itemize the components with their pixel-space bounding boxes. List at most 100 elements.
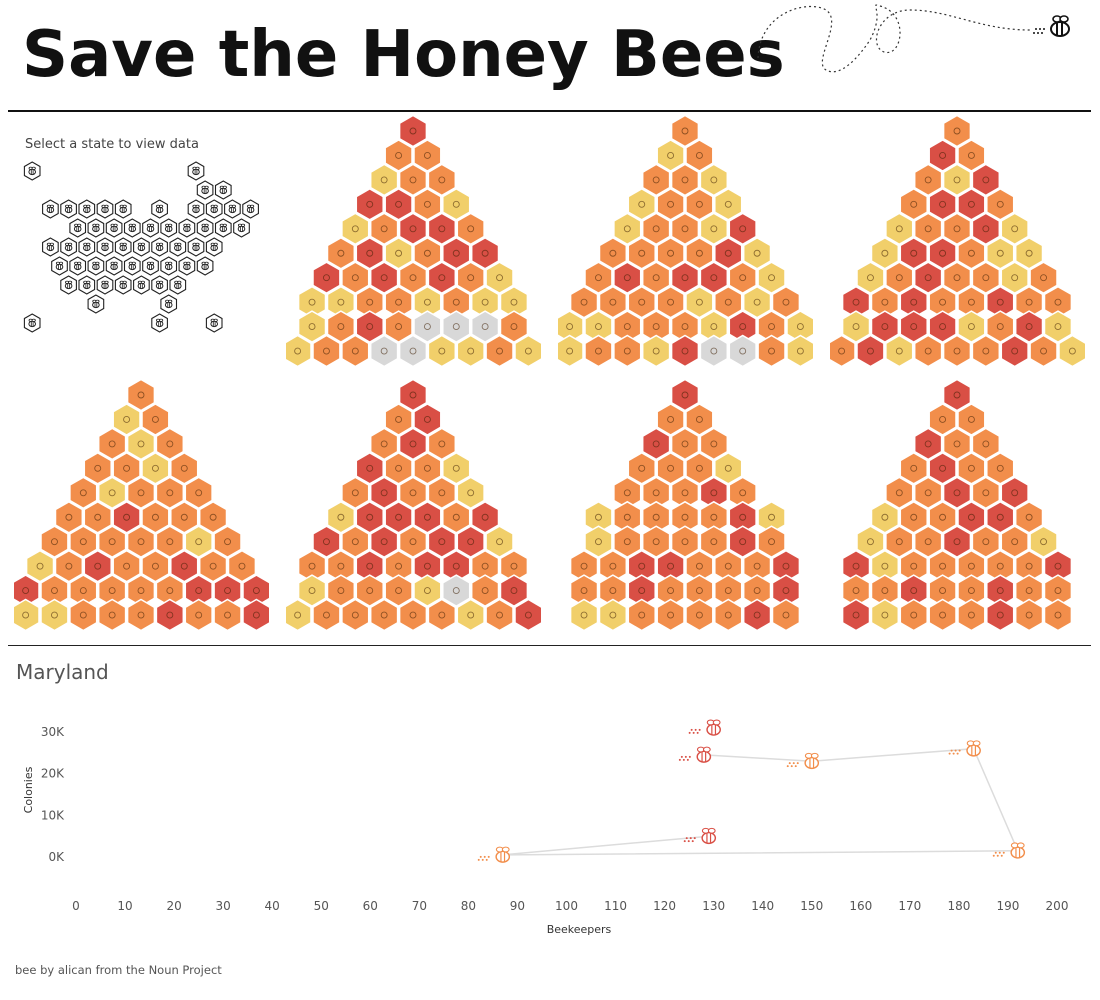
state-hex[interactable] [224, 199, 241, 219]
x-tick-label: 20 [166, 899, 181, 913]
state-hex[interactable] [214, 180, 232, 200]
state-hex[interactable] [87, 256, 105, 276]
hex-cell [928, 236, 957, 270]
state-hex[interactable] [160, 218, 178, 238]
state-hex[interactable] [151, 199, 168, 219]
bee-icon [246, 204, 255, 214]
hex-cell [913, 212, 943, 246]
state-hex[interactable] [169, 237, 187, 257]
hex-cell [126, 378, 156, 412]
state-hex[interactable] [123, 218, 141, 238]
hex-cell [685, 187, 714, 221]
hex-cell [728, 212, 757, 246]
state-hex[interactable] [133, 275, 150, 295]
state-hex[interactable] [87, 218, 105, 238]
state-hex[interactable] [105, 256, 123, 276]
state-hex[interactable] [78, 199, 96, 219]
state-hex[interactable] [96, 237, 114, 257]
state-hex[interactable] [160, 256, 178, 276]
state-hex[interactable] [114, 237, 132, 257]
bee-icon [155, 204, 164, 214]
state-hex[interactable] [42, 237, 59, 257]
state-hex[interactable] [187, 237, 205, 257]
hex-cell [456, 212, 485, 246]
state-hex[interactable] [114, 199, 132, 219]
state-hex[interactable] [151, 275, 168, 295]
hex-cell [427, 163, 457, 197]
hex-cell [126, 598, 156, 632]
state-hex[interactable] [205, 199, 223, 219]
hex-cell [942, 261, 972, 295]
hex-cell [1029, 261, 1058, 295]
hex-cell [384, 139, 413, 172]
bee-icon [46, 242, 55, 252]
state-hex[interactable] [214, 218, 232, 238]
hex-cell [155, 476, 185, 510]
hex-cell [942, 114, 972, 148]
hex-cell [413, 236, 442, 270]
state-hex[interactable] [142, 256, 159, 276]
hex-cell [685, 236, 714, 270]
state-hex[interactable] [96, 275, 114, 295]
hex-cell [442, 451, 471, 485]
bee-icon [73, 261, 82, 271]
x-tick-label: 170 [898, 899, 921, 913]
state-hex[interactable] [60, 275, 77, 295]
state-hex[interactable] [196, 218, 214, 238]
hex-cell [427, 525, 457, 559]
state-hex[interactable] [51, 256, 68, 276]
hex-cell [899, 598, 928, 632]
bee-icon [83, 242, 91, 252]
state-hex[interactable] [60, 199, 77, 219]
hex-cell [742, 598, 772, 632]
state-hex[interactable] [187, 161, 205, 181]
state-hex[interactable] [178, 256, 196, 276]
state-hex[interactable] [196, 180, 214, 200]
state-hex[interactable] [114, 275, 132, 295]
hex-cell [1000, 334, 1029, 368]
bee-icon [228, 204, 237, 214]
bee-icon [83, 204, 91, 214]
state-hex[interactable] [105, 218, 123, 238]
state-hex[interactable] [205, 237, 223, 257]
hex-cell [714, 451, 743, 485]
state-hex[interactable] [87, 294, 105, 314]
state-hex[interactable] [23, 313, 41, 333]
state-hex[interactable] [169, 275, 187, 295]
state-hex[interactable] [133, 237, 150, 257]
state-hex[interactable] [96, 199, 114, 219]
state-hex[interactable] [242, 199, 259, 219]
state-hex[interactable] [78, 275, 96, 295]
state-hex[interactable] [123, 256, 141, 276]
hex-cell [427, 261, 457, 295]
state-hex[interactable] [78, 237, 96, 257]
state-hex[interactable] [42, 199, 59, 219]
state-hex[interactable] [196, 256, 214, 276]
state-hex[interactable] [69, 256, 87, 276]
state-hex[interactable] [178, 218, 196, 238]
state-hex[interactable] [205, 313, 223, 333]
hex-cell [141, 403, 170, 436]
hex-cell [369, 525, 399, 559]
state-hex[interactable] [151, 237, 168, 257]
hex-cell [286, 334, 312, 368]
state-hex[interactable] [187, 199, 205, 219]
hex-cell [485, 261, 514, 295]
hex-cell [598, 236, 628, 270]
hex-cell [97, 476, 127, 510]
hex-grid-panel-5 [286, 378, 541, 632]
state-hex[interactable] [60, 237, 77, 257]
state-selector-map[interactable] [10, 160, 270, 350]
hex-cell [685, 451, 714, 485]
hex-cell [714, 598, 743, 632]
state-hex[interactable] [69, 218, 87, 238]
hex-cell [384, 310, 413, 343]
hex-cell [841, 598, 871, 632]
state-hex[interactable] [142, 218, 159, 238]
state-hex[interactable] [233, 218, 250, 238]
bee-icon [210, 242, 218, 252]
bee-icon [101, 280, 109, 290]
state-hex[interactable] [160, 294, 178, 314]
state-hex[interactable] [23, 161, 41, 181]
state-hex[interactable] [151, 313, 168, 333]
